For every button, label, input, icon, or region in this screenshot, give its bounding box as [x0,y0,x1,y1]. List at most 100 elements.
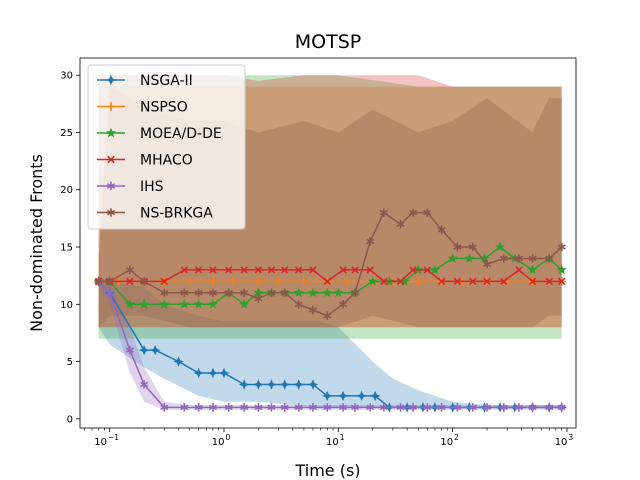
point-mhaco [380,277,388,286]
legend-box [87,64,246,230]
point-ihs [208,403,217,412]
point-moea-d-de [293,287,304,298]
point-ns-brkga [545,254,554,263]
point-ihs [254,403,263,412]
point-ns-brkga [514,254,523,263]
point-nsga-ii [218,367,230,379]
point-ihs [366,403,375,412]
point-ihs [483,403,492,412]
point-mhaco [558,277,566,286]
legend-marker [107,155,115,164]
point-nsga-ii [149,344,161,356]
point-mhaco [453,277,462,286]
point-nspso [185,277,194,286]
point-ns-brkga [254,294,263,303]
point-ns-brkga [308,305,317,315]
point-mhaco [180,266,189,274]
point-nsga-ii [253,379,264,390]
point-ihs [514,403,523,412]
point-ihs [180,403,189,412]
point-ns-brkga [94,277,103,286]
point-nsga-ii [307,379,319,390]
point-moea-d-de [464,253,475,263]
point-ihs [160,403,169,412]
point-mhaco [209,266,217,274]
point-moea-d-de [207,298,218,309]
point-ns-brkga [323,311,332,320]
band-nsga-ii [98,281,562,408]
point-mhaco [528,277,537,286]
x-tick-label: 103 [555,433,574,448]
point-mhaco [366,266,374,274]
x-tick-label: 102 [440,433,459,448]
point-ns-brkga [208,288,217,298]
point-mhaco [281,266,289,274]
legend-item-moea-d-de: MOEA/D-DE [97,126,222,142]
point-ns-brkga [180,288,189,298]
point-ihs [545,403,554,412]
point-moea-d-de [494,241,506,252]
point-moea-d-de [307,287,319,298]
point-ns-brkga [125,265,134,275]
y-axis: 0 5 10 15 20 25 30 [60,71,80,425]
point-ns-brkga [339,300,348,309]
point-ns-brkga [160,288,169,298]
point-mhaco [267,266,276,274]
point-ihs [140,380,149,389]
x-tick-label: 10−1 [94,433,119,448]
point-mhaco [160,277,168,286]
point-ns-brkga [280,288,289,298]
point-nsga-ii [356,390,367,402]
point-nsga-ii [173,356,184,367]
point-mhaco [323,277,331,286]
point-moea-d-de [447,253,458,263]
point-moea-d-de [367,276,378,286]
point-mhaco [469,277,477,286]
point-nsga-ii [322,390,333,402]
point-moea-d-de [124,298,135,309]
point-nsga-ii [193,367,204,379]
legend-marker [106,181,116,191]
point-ns-brkga [423,208,432,217]
legend-item-ns-brkga: NS-BRKGA [97,206,213,222]
point-ns-brkga [294,300,303,309]
legend-marker [105,74,117,86]
point-ihs [408,403,418,412]
legend-item-nsga-ii: NSGA-II [97,73,193,89]
point-ns-brkga [557,242,566,252]
point-ihs [499,403,508,412]
point-mhaco [500,277,508,286]
point-ns-brkga [140,277,149,286]
legend-label: MHACO [140,153,193,169]
band-ihs [98,275,562,410]
point-mhaco [240,266,248,274]
point-moea-d-de [239,298,250,309]
point-nsga-ii [293,379,304,390]
point-ns-brkga [224,288,233,298]
point-ns-brkga [408,208,418,217]
legend-item-nspso: NSPSO [97,100,188,116]
point-mhaco [126,277,134,286]
y-tick-label: 5 [67,357,73,368]
point-mhaco [254,266,263,274]
point-ns-brkga [350,288,360,298]
point-mhaco [339,266,347,274]
point-moea-d-de [322,287,333,298]
point-ns-brkga [528,254,537,263]
y-tick-label: 25 [60,128,73,139]
point-nspso [343,277,352,286]
point-ihs [240,403,249,412]
point-mhaco [351,266,359,274]
point-ns-brkga [105,277,114,286]
point-nsga-ii [207,367,219,379]
point-ihs [294,403,303,412]
legend-item-ihs: IHS [97,179,164,195]
point-ns-brkga [366,237,375,246]
point-ihs [280,403,289,412]
legend-marker [106,102,116,111]
point-ns-brkga [379,208,388,217]
point-mhaco [409,266,417,274]
y-tick-label: 20 [60,185,73,196]
y-tick-label: 0 [67,414,73,425]
